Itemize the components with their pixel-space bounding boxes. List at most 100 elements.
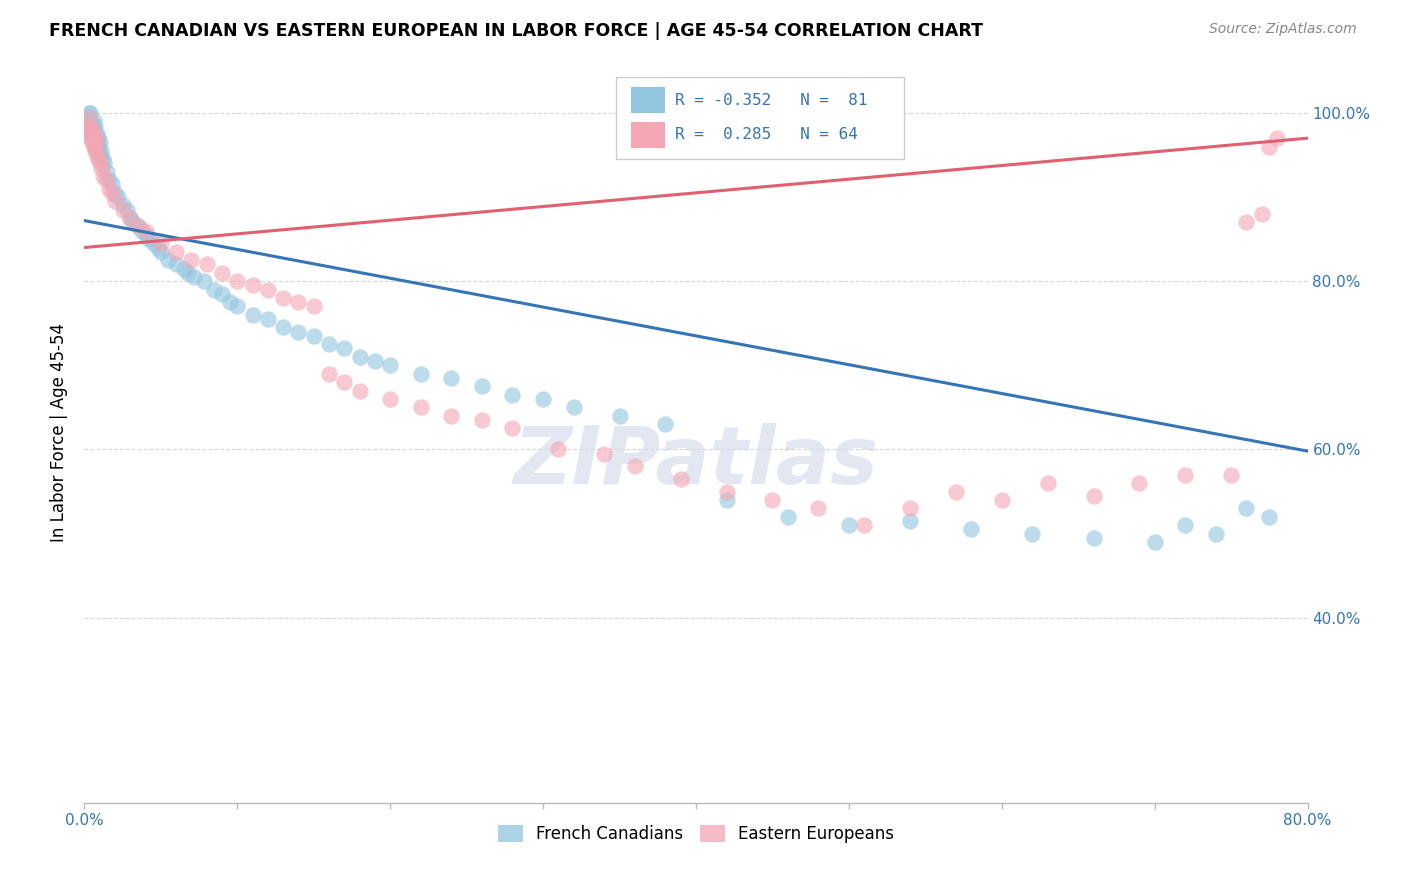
Point (83, 114, 105, 128)
Point (135, 227, 157, 242)
Point (226, 300, 249, 314)
Point (83, 127, 105, 141)
Point (302, 300, 325, 314)
Point (716, 492, 738, 507)
Point (471, 413, 494, 427)
Point (80, 127, 103, 141)
Text: R = -0.352   N =  81: R = -0.352 N = 81 (675, 93, 868, 108)
Point (242, 308, 264, 322)
Point (502, 421, 524, 435)
Point (79, 106, 101, 120)
Point (380, 392, 402, 406)
Point (287, 325, 309, 339)
Point (180, 253, 202, 268)
Point (1205, 526, 1227, 541)
Point (409, 367, 432, 381)
Point (547, 442, 569, 457)
Point (94, 173, 117, 187)
Point (562, 401, 585, 415)
Point (531, 392, 554, 406)
Point (257, 283, 280, 297)
Point (960, 522, 983, 536)
Point (211, 266, 233, 280)
Y-axis label: In Labor Force | Age 45-54: In Labor Force | Age 45-54 (51, 323, 69, 542)
Point (333, 342, 356, 356)
Text: Source: ZipAtlas.com: Source: ZipAtlas.com (1209, 22, 1357, 37)
Point (115, 202, 138, 217)
Point (84, 131, 107, 145)
Point (195, 257, 218, 271)
Point (86, 136, 108, 150)
Point (1174, 467, 1197, 482)
Point (302, 329, 325, 343)
Point (271, 291, 294, 305)
Point (440, 409, 463, 423)
Point (624, 459, 647, 474)
Point (1258, 139, 1281, 153)
Point (97, 173, 120, 187)
Point (91, 152, 114, 166)
Point (1083, 489, 1105, 503)
Point (380, 359, 402, 373)
Point (83, 136, 105, 150)
Point (122, 215, 145, 229)
Point (142, 236, 165, 251)
Point (898, 501, 921, 516)
Point (79, 119, 101, 133)
Point (138, 232, 160, 246)
Point (853, 518, 876, 533)
Point (218, 295, 240, 310)
Point (84, 139, 107, 153)
Bar (631, 121, 665, 147)
Point (120, 211, 142, 225)
Point (135, 224, 157, 238)
Point (90, 161, 112, 175)
Point (202, 283, 225, 297)
Text: ZIPatlas: ZIPatlas (513, 423, 879, 501)
Point (77, 127, 100, 141)
Point (90, 144, 112, 158)
Point (609, 409, 631, 423)
Point (91, 169, 114, 183)
Point (471, 379, 494, 393)
Point (111, 202, 134, 217)
Point (807, 501, 830, 516)
Point (149, 236, 172, 251)
Point (349, 384, 371, 398)
Point (87, 139, 110, 153)
Point (1128, 476, 1150, 491)
Point (193, 274, 215, 288)
Point (87, 152, 110, 166)
Point (80, 122, 103, 136)
Point (127, 219, 149, 234)
Point (593, 447, 616, 461)
Point (77, 110, 100, 124)
Point (242, 278, 264, 293)
Point (318, 337, 340, 351)
Point (318, 367, 340, 381)
Point (1036, 476, 1059, 491)
Point (84, 127, 107, 141)
Point (838, 518, 860, 533)
Point (669, 472, 692, 486)
Point (77, 106, 100, 120)
Point (271, 320, 294, 334)
Point (101, 186, 124, 200)
Point (149, 244, 172, 259)
Point (165, 257, 187, 271)
Point (1265, 131, 1288, 145)
Point (1250, 207, 1272, 221)
Point (165, 244, 187, 259)
Point (287, 295, 309, 310)
Point (89, 156, 111, 170)
Point (127, 219, 149, 234)
Point (89, 148, 111, 162)
Point (1083, 531, 1105, 545)
Point (107, 190, 129, 204)
Point (211, 286, 233, 301)
Point (104, 194, 127, 209)
Point (257, 312, 280, 326)
Point (86, 127, 108, 141)
Point (84, 119, 107, 133)
Point (89, 136, 111, 150)
